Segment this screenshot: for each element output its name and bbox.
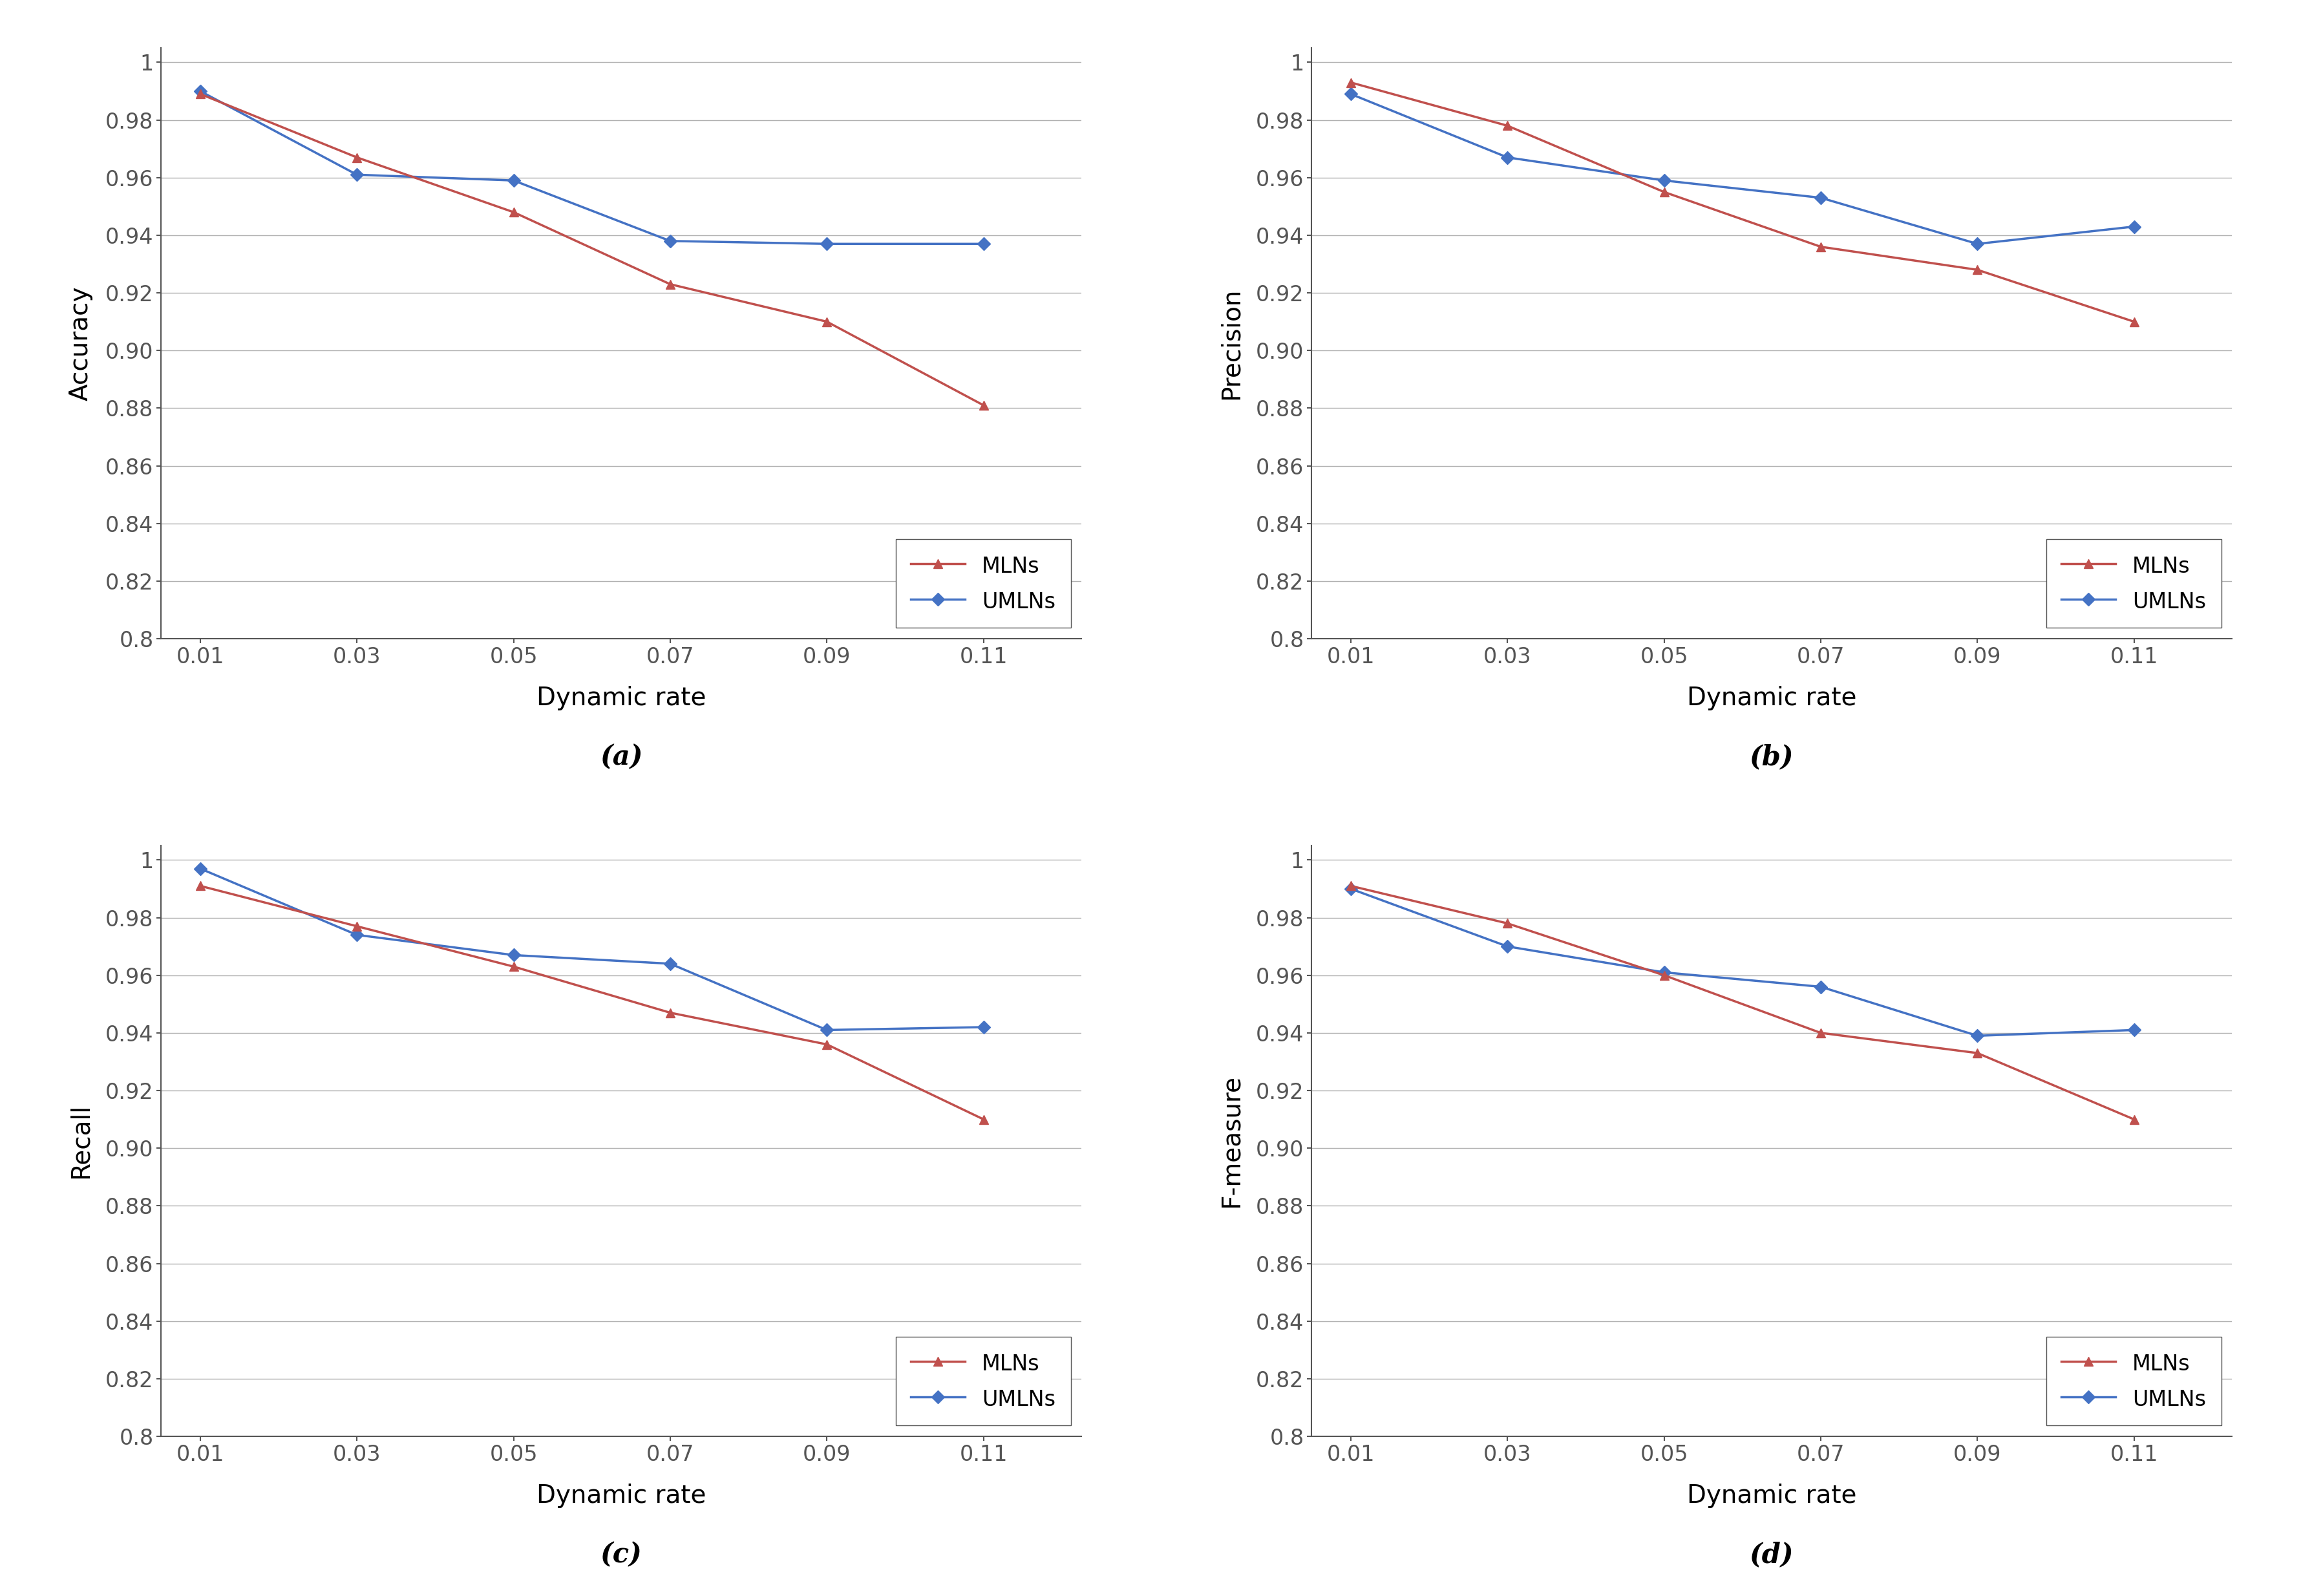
UMLNs <box>1650 962 1677 982</box>
Text: (c): (c) <box>601 1542 642 1569</box>
Line: UMLNs: UMLNs <box>1346 89 2138 249</box>
MLNs <box>1806 238 1834 257</box>
UMLNs <box>2119 217 2147 236</box>
MLNs <box>2119 1109 2147 1128</box>
Text: (d): (d) <box>1749 1542 1795 1569</box>
MLNs <box>969 1109 996 1128</box>
UMLNs <box>1493 148 1521 168</box>
Line: UMLNs: UMLNs <box>196 86 987 249</box>
MLNs <box>656 275 683 294</box>
MLNs <box>1963 1044 1990 1063</box>
UMLNs <box>656 231 683 251</box>
Legend: MLNs, UMLNs: MLNs, UMLNs <box>895 539 1070 627</box>
Legend: MLNs, UMLNs: MLNs, UMLNs <box>2046 1337 2220 1425</box>
UMLNs <box>1963 235 1990 254</box>
MLNs <box>1650 966 1677 985</box>
Line: MLNs: MLNs <box>1346 78 2138 326</box>
Text: (b): (b) <box>1749 744 1795 771</box>
UMLNs <box>656 954 683 974</box>
MLNs <box>1337 876 1364 895</box>
Line: UMLNs: UMLNs <box>1346 884 2138 1041</box>
UMLNs <box>343 164 370 184</box>
MLNs <box>812 313 840 332</box>
UMLNs <box>2119 1020 2147 1039</box>
MLNs <box>1493 117 1521 136</box>
UMLNs <box>1493 937 1521 956</box>
UMLNs <box>969 235 996 254</box>
X-axis label: Dynamic rate: Dynamic rate <box>536 1483 706 1508</box>
Legend: MLNs, UMLNs: MLNs, UMLNs <box>895 1337 1070 1425</box>
MLNs <box>1963 260 1990 279</box>
Line: UMLNs: UMLNs <box>196 863 987 1034</box>
MLNs <box>186 876 214 895</box>
MLNs <box>812 1034 840 1053</box>
UMLNs <box>1806 188 1834 207</box>
UMLNs <box>969 1018 996 1037</box>
X-axis label: Dynamic rate: Dynamic rate <box>536 686 706 710</box>
MLNs <box>1337 73 1364 93</box>
UMLNs <box>1337 879 1364 899</box>
Y-axis label: Accuracy: Accuracy <box>69 286 92 401</box>
UMLNs <box>812 235 840 254</box>
MLNs <box>499 203 527 222</box>
UMLNs <box>1337 85 1364 104</box>
Line: MLNs: MLNs <box>196 881 987 1124</box>
X-axis label: Dynamic rate: Dynamic rate <box>1687 686 1857 710</box>
Text: (a): (a) <box>601 744 642 771</box>
Legend: MLNs, UMLNs: MLNs, UMLNs <box>2046 539 2220 627</box>
MLNs <box>343 916 370 935</box>
X-axis label: Dynamic rate: Dynamic rate <box>1687 1483 1857 1508</box>
MLNs <box>1806 1023 1834 1042</box>
Y-axis label: Recall: Recall <box>69 1103 92 1178</box>
UMLNs <box>1963 1026 1990 1045</box>
MLNs <box>499 958 527 977</box>
Line: MLNs: MLNs <box>196 89 987 410</box>
MLNs <box>1650 182 1677 201</box>
Line: MLNs: MLNs <box>1346 881 2138 1124</box>
MLNs <box>186 85 214 104</box>
MLNs <box>343 148 370 168</box>
UMLNs <box>499 945 527 964</box>
Y-axis label: F-measure: F-measure <box>1220 1074 1243 1208</box>
UMLNs <box>1650 171 1677 190</box>
Y-axis label: Precision: Precision <box>1220 287 1243 399</box>
UMLNs <box>186 81 214 101</box>
MLNs <box>2119 313 2147 332</box>
UMLNs <box>812 1020 840 1039</box>
MLNs <box>656 1004 683 1023</box>
UMLNs <box>499 171 527 190</box>
UMLNs <box>343 926 370 945</box>
UMLNs <box>186 859 214 878</box>
MLNs <box>1493 915 1521 934</box>
UMLNs <box>1806 977 1834 996</box>
MLNs <box>969 396 996 415</box>
